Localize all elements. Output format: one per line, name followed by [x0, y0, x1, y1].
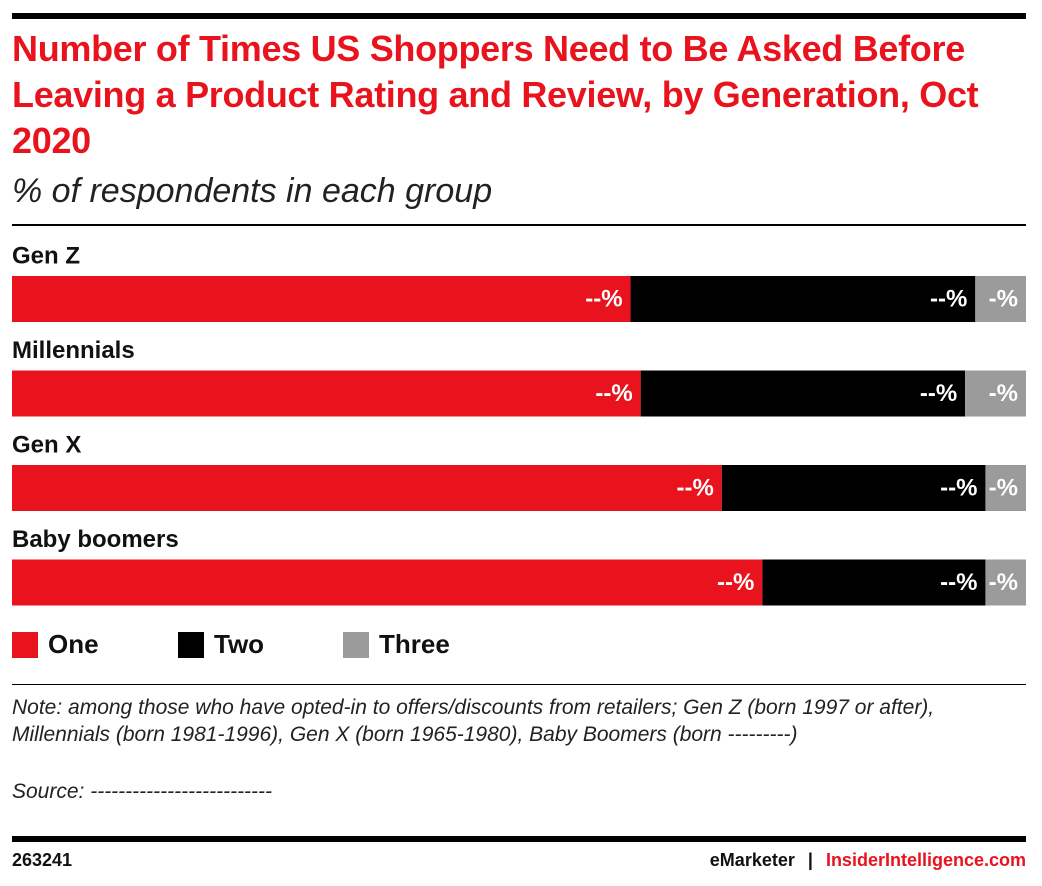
value-label: --% [940, 569, 977, 596]
bar-segment [975, 276, 1026, 322]
value-label: -% [989, 285, 1018, 312]
bar-segment [985, 465, 1026, 511]
top-rule [12, 13, 1026, 19]
value-label: -% [989, 569, 1018, 596]
value-label: --% [940, 474, 977, 501]
bar-segment [12, 559, 763, 606]
bar-segment [630, 276, 976, 322]
value-label: --% [717, 569, 754, 596]
category-label: Baby boomers [12, 526, 179, 553]
value-label: --% [676, 474, 713, 501]
site: InsiderIntelligence.com [825, 850, 1026, 870]
legend-label: One [48, 629, 99, 659]
source: Source: -------------------------- [12, 780, 273, 803]
category-label: Gen X [12, 431, 81, 458]
footer-brand: eMarketer | InsiderIntelligence.com [710, 850, 1026, 871]
separator: | [807, 850, 813, 870]
bar-segment [985, 559, 1026, 606]
bar-segment [640, 370, 966, 417]
category-label: Gen Z [12, 242, 80, 269]
brand: eMarketer [709, 850, 795, 870]
chart-subtitle: % of respondents in each group [12, 172, 493, 210]
category-label: Millennials [12, 337, 135, 364]
legend-label: Three [379, 629, 450, 659]
value-label: --% [585, 285, 622, 312]
bar-segment [762, 559, 986, 606]
bar-segment [12, 370, 641, 417]
bar-segment [12, 465, 722, 511]
legend-swatch [343, 632, 369, 658]
value-label: --% [920, 380, 957, 407]
bar-segment [12, 276, 631, 322]
chart-id: 263241 [12, 850, 73, 870]
chart-title: Number of Times US Shoppers Need to Be A… [12, 28, 979, 161]
bar-segment [721, 465, 986, 511]
value-label: --% [595, 380, 632, 407]
bottom-rule [12, 836, 1026, 842]
note: Note: among those who have opted-in to o… [12, 696, 935, 746]
legend-label: Two [214, 629, 264, 659]
note-rule [12, 684, 1026, 685]
legend-swatch [12, 632, 38, 658]
value-label: -% [989, 380, 1018, 407]
value-label: -% [989, 474, 1018, 501]
subtitle-rule [12, 224, 1026, 226]
bar-segment [965, 370, 1026, 417]
legend-swatch [178, 632, 204, 658]
value-label: --% [930, 285, 967, 312]
